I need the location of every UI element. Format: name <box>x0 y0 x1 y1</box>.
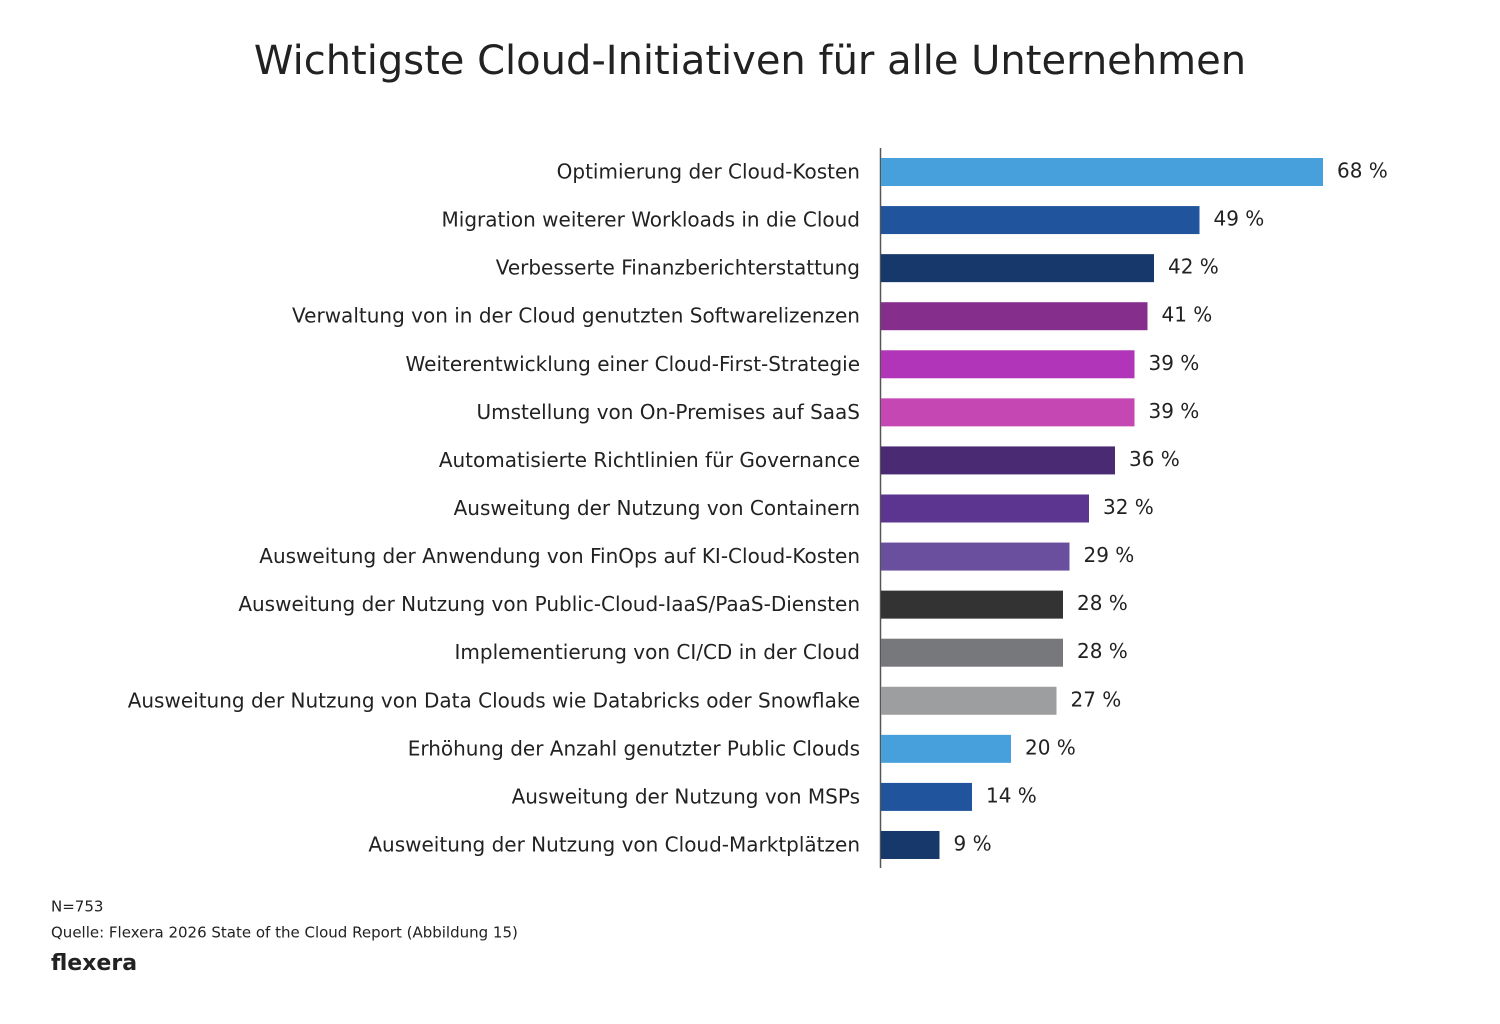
value-label: 27 % <box>1071 687 1122 711</box>
bar <box>881 206 1200 235</box>
category-label: Ausweitung der Nutzung von Cloud-Marktpl… <box>368 832 860 856</box>
category-label: Ausweitung der Anwendung von FinOps auf … <box>259 544 860 568</box>
category-label: Ausweitung der Nutzung von Data Clouds w… <box>128 688 860 712</box>
value-label: 39 % <box>1149 351 1200 375</box>
value-label: 32 % <box>1103 495 1154 519</box>
bar <box>881 254 1154 283</box>
bar <box>881 398 1135 427</box>
value-label: 28 % <box>1077 639 1128 663</box>
value-label: 41 % <box>1162 303 1213 327</box>
category-label: Automatisierte Richtlinien für Governanc… <box>439 448 860 472</box>
bar <box>881 830 940 859</box>
bar <box>881 590 1063 619</box>
category-label: Ausweitung der Nutzung von Public-Cloud-… <box>238 592 860 616</box>
value-label: 42 % <box>1168 255 1219 279</box>
value-label: 14 % <box>986 783 1037 807</box>
value-label: 39 % <box>1149 399 1200 423</box>
value-label: 9 % <box>954 831 992 855</box>
value-label: 29 % <box>1084 543 1135 567</box>
chart-title: Wichtigste Cloud-Initiativen für alle Un… <box>254 38 1246 84</box>
value-label: 28 % <box>1077 591 1128 615</box>
category-label: Ausweitung der Nutzung von Containern <box>454 496 860 520</box>
bar <box>881 302 1148 331</box>
logo: flexera <box>51 951 137 976</box>
category-label: Weiterentwicklung einer Cloud-First-Stra… <box>406 352 860 376</box>
bar <box>881 638 1063 667</box>
category-label: Migration weiterer Workloads in die Clou… <box>442 208 861 232</box>
bar <box>881 446 1115 475</box>
bar <box>881 542 1070 571</box>
category-label: Umstellung von On-Premises auf SaaS <box>476 400 860 424</box>
category-label: Verbesserte Finanzberichterstattung <box>496 256 860 280</box>
source: Quelle: Flexera 2026 State of the Cloud … <box>51 924 518 942</box>
note: N=753 <box>51 898 103 916</box>
bar <box>881 350 1135 379</box>
bar <box>881 158 1323 186</box>
category-label: Implementierung von CI/CD in der Cloud <box>455 640 860 664</box>
category-label: Verwaltung von in der Cloud genutzten So… <box>292 304 860 328</box>
category-label: Optimierung der Cloud-Kosten <box>557 160 860 184</box>
value-label: 49 % <box>1214 207 1265 231</box>
value-label: 36 % <box>1129 447 1180 471</box>
bar <box>881 734 1011 763</box>
bar <box>881 686 1057 715</box>
category-label: Ausweitung der Nutzung von MSPs <box>512 784 860 808</box>
category-label: Erhöhung der Anzahl genutzter Public Clo… <box>408 736 860 760</box>
bar <box>881 782 972 811</box>
value-label: 68 % <box>1337 159 1388 183</box>
value-label: 20 % <box>1025 735 1076 759</box>
bar <box>881 494 1089 523</box>
